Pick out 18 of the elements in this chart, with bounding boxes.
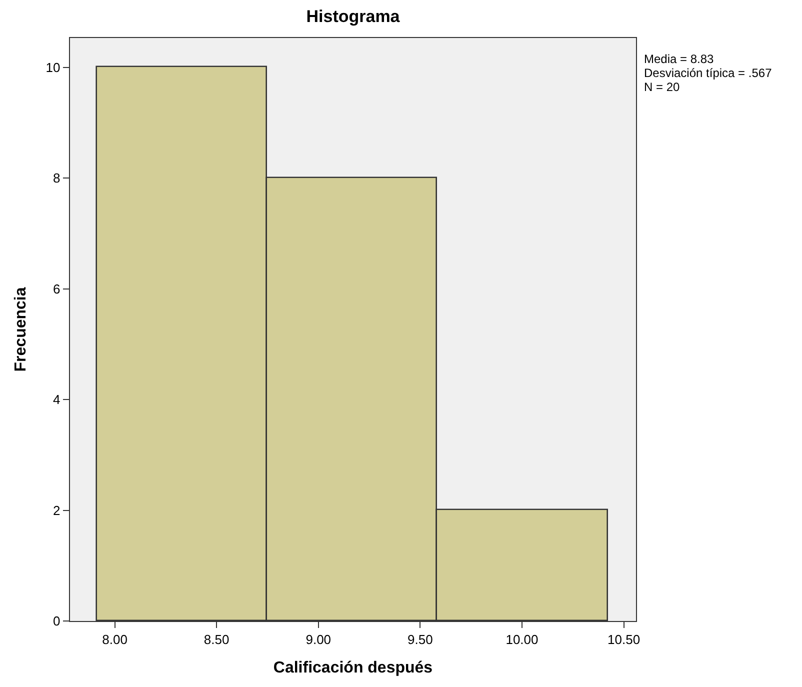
y-tick-label: 4 [53,392,60,408]
text: Media = 8.83 [644,52,714,66]
y-tick-label: 6 [53,281,60,296]
x-tick-label: 10.00 [506,632,538,647]
y-tick-label: 8 [53,170,60,186]
y-tick-label: 2 [53,502,60,518]
x-tick-label: 8.50 [204,632,230,647]
y-axis-title: Frecuencia [12,287,30,372]
chart-title: Histograma [306,7,400,26]
x-tick-label: 8.00 [102,632,128,647]
text: Desviación típica = .567 [644,66,772,80]
x-tick-label: 9.50 [408,632,433,647]
y-tick-label: 10 [46,60,60,75]
x-axis-title: Calificación después [273,659,433,676]
y-tick-label: 0 [53,614,60,629]
x-tick-label: 9.00 [306,632,332,647]
text: N = 20 [644,80,680,94]
x-tick-label: 10.50 [608,632,640,647]
